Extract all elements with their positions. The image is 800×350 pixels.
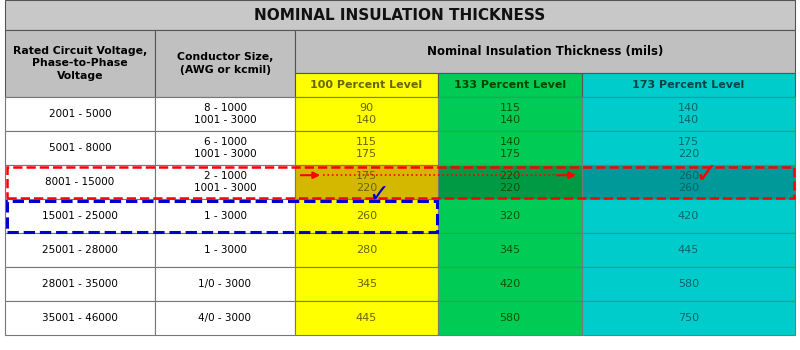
Bar bbox=[295, 301, 438, 335]
Bar bbox=[582, 267, 795, 301]
Text: 28001 - 35000: 28001 - 35000 bbox=[42, 279, 118, 289]
Bar bbox=[582, 165, 795, 199]
Text: Rated Circuit Voltage,
Phase-to-Phase
Voltage: Rated Circuit Voltage, Phase-to-Phase Vo… bbox=[13, 46, 147, 81]
Bar bbox=[438, 199, 582, 233]
Bar bbox=[5, 199, 155, 233]
Text: 100 Percent Level: 100 Percent Level bbox=[310, 80, 422, 90]
Text: 8001 - 15000: 8001 - 15000 bbox=[46, 177, 114, 187]
Bar bbox=[295, 30, 795, 73]
Bar bbox=[155, 30, 295, 97]
Bar bbox=[295, 131, 438, 165]
Text: 4/0 - 3000: 4/0 - 3000 bbox=[198, 313, 251, 323]
Bar bbox=[295, 97, 438, 131]
Bar bbox=[582, 131, 795, 165]
Text: 750: 750 bbox=[678, 313, 699, 323]
Text: 140
175: 140 175 bbox=[499, 136, 521, 159]
Bar bbox=[5, 267, 155, 301]
Bar bbox=[5, 0, 795, 30]
Bar bbox=[295, 233, 438, 267]
Text: 345: 345 bbox=[356, 279, 377, 289]
Bar bbox=[438, 165, 582, 199]
Bar bbox=[5, 165, 155, 199]
Bar bbox=[5, 301, 155, 335]
Bar bbox=[155, 199, 295, 233]
Bar bbox=[582, 199, 795, 233]
Text: 15001 - 25000: 15001 - 25000 bbox=[42, 211, 118, 221]
Text: 5001 - 8000: 5001 - 8000 bbox=[49, 143, 111, 153]
Bar bbox=[295, 73, 438, 97]
Bar bbox=[5, 131, 155, 165]
Bar bbox=[438, 97, 582, 131]
Text: ✓: ✓ bbox=[368, 183, 389, 207]
Bar bbox=[582, 301, 795, 335]
Text: 6 - 1000
1001 - 3000: 6 - 1000 1001 - 3000 bbox=[194, 136, 256, 159]
Bar bbox=[295, 267, 438, 301]
Text: 2001 - 5000: 2001 - 5000 bbox=[49, 109, 111, 119]
Text: NOMINAL INSULATION THICKNESS: NOMINAL INSULATION THICKNESS bbox=[254, 7, 546, 22]
Text: 8 - 1000
1001 - 3000: 8 - 1000 1001 - 3000 bbox=[194, 103, 256, 125]
Bar bbox=[295, 199, 438, 233]
Text: 140
140: 140 140 bbox=[678, 103, 699, 125]
Text: 320: 320 bbox=[499, 211, 521, 221]
Text: 133 Percent Level: 133 Percent Level bbox=[454, 80, 566, 90]
Text: 220
220: 220 220 bbox=[499, 170, 521, 194]
Text: 445: 445 bbox=[356, 313, 377, 323]
Text: 445: 445 bbox=[678, 245, 699, 255]
Text: ✓: ✓ bbox=[695, 161, 718, 189]
Text: 175
220: 175 220 bbox=[678, 136, 699, 159]
Text: 35001 - 46000: 35001 - 46000 bbox=[42, 313, 118, 323]
Bar bbox=[582, 97, 795, 131]
Bar bbox=[6, 167, 794, 197]
Bar bbox=[438, 73, 582, 97]
Text: 260
260: 260 260 bbox=[678, 170, 699, 194]
Bar bbox=[582, 73, 795, 97]
Text: Nominal Insulation Thickness (mils): Nominal Insulation Thickness (mils) bbox=[427, 45, 663, 58]
Bar bbox=[438, 131, 582, 165]
Bar bbox=[438, 267, 582, 301]
Text: 1 - 3000: 1 - 3000 bbox=[203, 211, 246, 221]
Text: 580: 580 bbox=[499, 313, 521, 323]
Bar bbox=[5, 233, 155, 267]
Bar bbox=[5, 97, 155, 131]
Text: 90
140: 90 140 bbox=[356, 103, 377, 125]
Text: Conductor Size,
(AWG or kcmil): Conductor Size, (AWG or kcmil) bbox=[177, 52, 273, 75]
Bar bbox=[155, 97, 295, 131]
Text: 345: 345 bbox=[499, 245, 521, 255]
Text: 115
175: 115 175 bbox=[356, 136, 377, 159]
Bar bbox=[438, 233, 582, 267]
Text: 25001 - 28000: 25001 - 28000 bbox=[42, 245, 118, 255]
Text: 420: 420 bbox=[678, 211, 699, 221]
Bar bbox=[6, 201, 437, 231]
Text: 580: 580 bbox=[678, 279, 699, 289]
Text: 173 Percent Level: 173 Percent Level bbox=[632, 80, 745, 90]
Bar bbox=[5, 30, 155, 97]
Bar bbox=[155, 131, 295, 165]
Text: 280: 280 bbox=[356, 245, 377, 255]
Bar bbox=[295, 165, 438, 199]
Text: 420: 420 bbox=[499, 279, 521, 289]
Bar bbox=[155, 233, 295, 267]
Text: 1/0 - 3000: 1/0 - 3000 bbox=[198, 279, 251, 289]
Text: 115
140: 115 140 bbox=[499, 103, 521, 125]
Text: 175
220: 175 220 bbox=[356, 170, 377, 194]
Bar bbox=[155, 267, 295, 301]
Text: 1 - 3000: 1 - 3000 bbox=[203, 245, 246, 255]
Bar bbox=[438, 301, 582, 335]
Bar bbox=[155, 301, 295, 335]
Text: 2 - 1000
1001 - 3000: 2 - 1000 1001 - 3000 bbox=[194, 170, 256, 194]
Bar bbox=[582, 233, 795, 267]
Text: 260: 260 bbox=[356, 211, 377, 221]
Bar bbox=[155, 165, 295, 199]
